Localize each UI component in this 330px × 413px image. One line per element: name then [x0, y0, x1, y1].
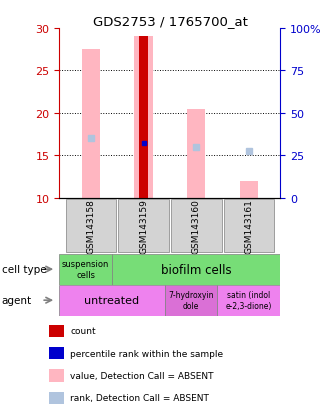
- Text: biofilm cells: biofilm cells: [161, 263, 232, 276]
- Text: satin (indol
e-2,3-dione): satin (indol e-2,3-dione): [226, 291, 272, 310]
- Text: 7-hydroxyin
dole: 7-hydroxyin dole: [168, 291, 214, 310]
- Bar: [82, 50, 100, 198]
- Text: GSM143158: GSM143158: [86, 199, 95, 254]
- Bar: [49, 347, 64, 360]
- Bar: [217, 285, 280, 316]
- Text: untreated: untreated: [84, 295, 140, 306]
- Bar: [187, 109, 206, 198]
- Bar: [49, 369, 64, 382]
- Text: cell type: cell type: [2, 264, 46, 275]
- Bar: [240, 181, 258, 198]
- Bar: [59, 254, 112, 285]
- Text: GSM143160: GSM143160: [192, 199, 201, 254]
- Bar: [134, 37, 153, 198]
- Bar: [49, 392, 64, 404]
- Text: rank, Detection Call = ABSENT: rank, Detection Call = ABSENT: [70, 393, 209, 402]
- Bar: [171, 199, 221, 253]
- Text: count: count: [70, 327, 96, 336]
- Text: value, Detection Call = ABSENT: value, Detection Call = ABSENT: [70, 371, 214, 380]
- Bar: [59, 285, 165, 316]
- Text: percentile rank within the sample: percentile rank within the sample: [70, 349, 223, 358]
- Bar: [224, 199, 274, 253]
- Bar: [49, 325, 64, 337]
- Title: GDS2753 / 1765700_at: GDS2753 / 1765700_at: [92, 15, 248, 28]
- Text: agent: agent: [2, 295, 32, 306]
- Bar: [118, 199, 169, 253]
- Text: GSM143159: GSM143159: [139, 199, 148, 254]
- Bar: [165, 285, 217, 316]
- Bar: [140, 37, 148, 198]
- Bar: [112, 254, 280, 285]
- Text: suspension
cells: suspension cells: [62, 260, 110, 279]
- Bar: [66, 199, 116, 253]
- Text: GSM143161: GSM143161: [245, 199, 253, 254]
